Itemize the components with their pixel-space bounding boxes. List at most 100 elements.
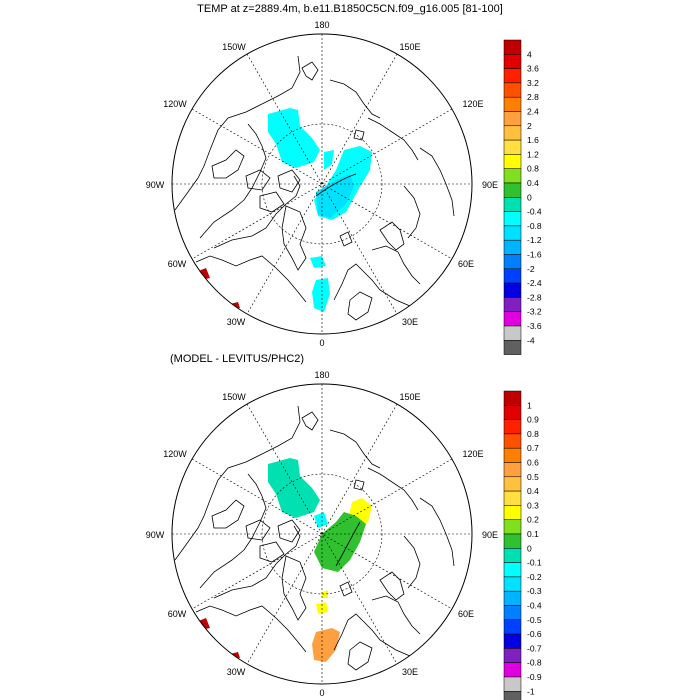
top-colorbar-box-19 bbox=[503, 311, 522, 327]
bottom-lon-90w: 90W bbox=[146, 530, 165, 540]
top-title: TEMP at z=2889.4m, b.e11.B1850C5CN.f09_g… bbox=[197, 3, 503, 15]
bottom-colorbar-label-17: -0.7 bbox=[527, 643, 542, 653]
bottom-colorbar-label-13: -0.3 bbox=[527, 586, 542, 596]
bottom-colorbar-box-0 bbox=[503, 390, 522, 406]
top-colorbar-label-14: -1.6 bbox=[527, 250, 542, 260]
bottom-colorbar-label-4: 0.6 bbox=[527, 458, 539, 468]
top-lon-30w: 30W bbox=[227, 317, 246, 327]
top-colorbar-label-12: -0.8 bbox=[527, 221, 542, 231]
bottom-colorbar-box-5 bbox=[503, 462, 522, 478]
top-colorbar-box-7 bbox=[503, 139, 522, 155]
top-colorbar-label-4: 2.4 bbox=[527, 107, 539, 117]
bottom-colorbar-box-7 bbox=[503, 490, 522, 506]
bottom-lon-150e: 150E bbox=[399, 392, 420, 402]
bottom-lon-150w: 150W bbox=[222, 392, 246, 402]
bottom-lon-120w: 120W bbox=[163, 449, 187, 459]
bottom-colorbar-label-18: -0.8 bbox=[527, 658, 542, 668]
bottom-colorbar-box-15 bbox=[503, 605, 522, 621]
bottom-colorbar-box-1 bbox=[503, 405, 522, 420]
bottom-colorbar-label-14: -0.4 bbox=[527, 601, 542, 611]
top-colorbar-label-11: -0.4 bbox=[527, 207, 542, 217]
top-colorbar-box-16 bbox=[503, 268, 522, 284]
top-lon-150e: 150E bbox=[399, 42, 420, 52]
bottom-colorbar-box-12 bbox=[503, 562, 522, 578]
bottom-colorbar-label-7: 0.3 bbox=[527, 500, 539, 510]
top-lon-90e: 90E bbox=[482, 180, 498, 190]
top-lon-60e: 60E bbox=[458, 259, 474, 269]
bottom-colorbar-label-0: 1 bbox=[527, 400, 532, 410]
bottom-colorbar-box-11 bbox=[503, 548, 522, 563]
bottom-colorbar-label-10: 0 bbox=[527, 543, 532, 553]
bottom-field-nordic bbox=[312, 628, 340, 662]
bottom-colorbar-label-1: 0.9 bbox=[527, 415, 539, 425]
bottom-map-border bbox=[171, 383, 473, 685]
top-colorbar-label-8: 0.8 bbox=[527, 164, 539, 174]
top-colorbar-box-21 bbox=[503, 340, 522, 355]
top-colorbar-label-19: -3.6 bbox=[527, 321, 542, 331]
bottom-colorbar-box-16 bbox=[503, 619, 522, 635]
top-field-labrador bbox=[196, 268, 210, 280]
top-colorbar-box-13 bbox=[503, 225, 522, 241]
top-colorbar-label-7: 1.2 bbox=[527, 149, 539, 159]
top-colorbar-box-18 bbox=[503, 297, 522, 312]
top-colorbar-box-9 bbox=[503, 168, 522, 184]
bottom-lon-labels: 180 150E 150W 120E 120W 90E 90W 60E 60W … bbox=[146, 370, 498, 698]
bottom-panel: (MODEL - LEVITUS/PHC2) bbox=[146, 353, 542, 700]
top-colorbar-box-5 bbox=[503, 111, 522, 127]
top-colorbar-label-9: 0.4 bbox=[527, 178, 539, 188]
top-lon-150w: 150W bbox=[222, 42, 246, 52]
top-colorbar-label-13: -1.2 bbox=[527, 235, 542, 245]
top-colorbar: 4 3.6 3.2 2.8 2.4 2 1.6 1.2 0.8 0.4 0 -0.4 -0.8 -1.2 -… bbox=[503, 39, 542, 355]
bottom-contour bbox=[335, 521, 361, 567]
top-lon-120e: 120E bbox=[462, 99, 483, 109]
top-colorbar-label-0: 4 bbox=[527, 49, 532, 59]
top-colorbar-box-2 bbox=[503, 68, 522, 84]
bottom-colorbar-label-19: -0.9 bbox=[527, 672, 542, 682]
bottom-field-eurasian-green bbox=[314, 512, 366, 572]
bottom-graticule bbox=[172, 384, 472, 684]
top-lon-0: 0 bbox=[319, 338, 324, 348]
top-colorbar-label-2: 3.2 bbox=[527, 78, 539, 88]
bottom-field-labrador bbox=[196, 618, 210, 630]
bottom-colorbar-box-6 bbox=[503, 476, 522, 492]
top-colorbar-label-17: -2.8 bbox=[527, 292, 542, 302]
bottom-lon-120e: 120E bbox=[462, 449, 483, 459]
bottom-colorbar-box-18 bbox=[503, 648, 522, 663]
top-colorbar-label-18: -3.2 bbox=[527, 307, 542, 317]
top-coastlines bbox=[174, 55, 455, 321]
bottom-colorbar-label-9: 0.1 bbox=[527, 529, 539, 539]
top-lon-30e: 30E bbox=[402, 317, 418, 327]
bottom-lon-60w: 60W bbox=[168, 609, 187, 619]
top-panel: TEMP at z=2889.4m, b.e11.B1850C5CN.f09_g… bbox=[146, 3, 542, 355]
top-graticule bbox=[172, 34, 472, 334]
top-colorbar-label-20: -4 bbox=[527, 335, 535, 345]
bottom-colorbar-label-6: 0.4 bbox=[527, 486, 539, 496]
bottom-lon-0: 0 bbox=[319, 688, 324, 698]
bottom-colorbar-box-20 bbox=[503, 676, 522, 692]
top-field-central bbox=[316, 174, 354, 218]
bottom-colorbar-label-12: -0.2 bbox=[527, 572, 542, 582]
bottom-lon-90e: 90E bbox=[482, 530, 498, 540]
bottom-colorbar-box-4 bbox=[503, 447, 522, 463]
bottom-colorbar-label-11: -0.1 bbox=[527, 558, 542, 568]
bottom-colorbar-box-9 bbox=[503, 519, 522, 535]
top-colorbar-box-6 bbox=[503, 125, 522, 141]
bottom-colorbar-label-15: -0.5 bbox=[527, 615, 542, 625]
top-colorbar-label-10: 0 bbox=[527, 192, 532, 202]
bottom-colorbar-box-21 bbox=[503, 691, 522, 700]
top-lon-60w: 60W bbox=[168, 259, 187, 269]
bottom-colorbar-label-16: -0.6 bbox=[527, 629, 542, 639]
bottom-colorbar-box-2 bbox=[503, 419, 522, 435]
bottom-colorbar-box-19 bbox=[503, 662, 522, 678]
bottom-lon-180: 180 bbox=[314, 370, 329, 380]
bottom-lon-30w: 30W bbox=[227, 667, 246, 677]
bottom-colorbar-label-5: 0.5 bbox=[527, 472, 539, 482]
bottom-colorbar-box-10 bbox=[503, 533, 522, 549]
bottom-field-cyan-patch bbox=[314, 512, 328, 528]
top-contour bbox=[315, 173, 357, 197]
top-colorbar-label-3: 2.8 bbox=[527, 92, 539, 102]
top-map bbox=[174, 55, 455, 321]
top-colorbar-box-1 bbox=[503, 54, 522, 69]
top-colorbar-box-3 bbox=[503, 82, 522, 98]
